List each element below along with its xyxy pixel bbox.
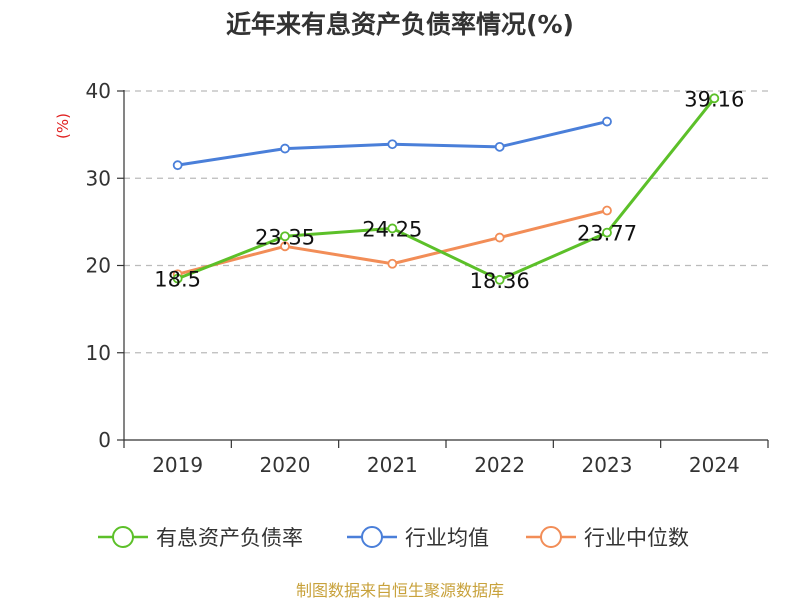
x-tick-label-2022: 2022 (474, 453, 525, 477)
y-tick-label-10: 10 (86, 341, 111, 365)
legend-marker-1 (361, 526, 383, 548)
series-line-0 (177, 97, 716, 282)
legend-item-0: 有息资产负债率 (98, 526, 303, 550)
data-point-2-2021 (387, 258, 398, 269)
data-labels: 18.5 23.35 24.25 18.36 23.77 39.16 (154, 87, 744, 292)
legend-label-0: 有息资产负债率 (156, 526, 303, 550)
legend-item-1: 行业均值 (347, 526, 489, 550)
data-label-2020: 23.35 (255, 225, 315, 249)
data-label-2023: 23.77 (577, 222, 637, 246)
y-tick-label-20: 20 (86, 254, 111, 278)
x-tick-label-2019: 2019 (152, 453, 203, 477)
legend-label-2: 行业中位数 (584, 526, 689, 550)
data-point-0-2021 (387, 223, 398, 234)
data-point-0-2023 (602, 227, 612, 238)
data-point-0-2020 (280, 231, 290, 242)
data-point-1-2021 (387, 139, 398, 150)
series-0 (172, 93, 720, 285)
data-label-2019: 18.5 (154, 268, 201, 292)
y-tick-label-30: 30 (86, 166, 111, 190)
data-point-1-2023 (602, 116, 612, 127)
series-1 (172, 116, 612, 171)
data-point-2-2020 (280, 241, 290, 252)
data-point-0-2024 (709, 93, 720, 104)
data-label-2024: 39.16 (684, 87, 744, 111)
legend-label-1: 行业均值 (405, 526, 489, 550)
legend-marker-0 (112, 526, 134, 548)
data-label-2022: 18.36 (470, 269, 530, 293)
x-tick-label-2024: 2024 (689, 453, 740, 477)
data-label-2021: 24.25 (362, 217, 422, 241)
data-point-0-2019 (172, 273, 183, 284)
y-tick-label-0: 0 (98, 428, 111, 452)
axes: 0 10 20 30 40 2019 2020 2021 2022 2023 2024 (86, 79, 769, 477)
data-point-0-2022 (494, 274, 505, 285)
x-tick-label-2021: 2021 (367, 453, 418, 477)
legend: 有息资产负债率 行业均值 行业中位数 (98, 526, 689, 550)
legend-marker-2 (540, 526, 562, 548)
data-point-2-2022 (494, 232, 505, 243)
data-point-1-2019 (172, 160, 183, 171)
series-group (172, 93, 720, 285)
x-tick-label-2023: 2023 (582, 453, 633, 477)
source-note: 制图数据来自恒生聚源数据库 (296, 581, 504, 600)
chart-title: 近年来有息资产负债率情况(%) (226, 10, 574, 39)
grid-lines (124, 90, 768, 354)
data-point-1-2020 (280, 143, 290, 154)
data-point-1-2022 (494, 141, 505, 152)
y-axis-unit-label: (%) (54, 113, 72, 139)
legend-item-2: 行业中位数 (526, 526, 689, 550)
data-point-2-2023 (602, 205, 612, 216)
y-tick-label-40: 40 (86, 79, 111, 103)
x-tick-label-2020: 2020 (260, 453, 311, 477)
